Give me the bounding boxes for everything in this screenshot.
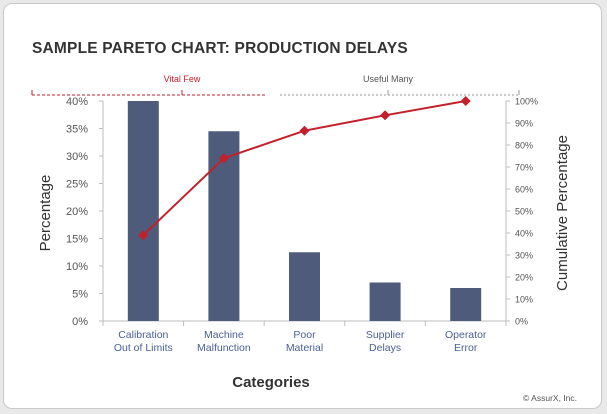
cumulative-point [299, 125, 310, 136]
y2-tick-label: 80% [515, 141, 533, 151]
y2-tick-label: 70% [515, 163, 533, 173]
vital-few-label: Vital Few [164, 74, 201, 84]
category-label: Out of Limits [114, 342, 173, 354]
y2-tick-label: 10% [515, 295, 533, 305]
x-axis-title: Categories [232, 374, 310, 391]
cumulative-point [218, 153, 229, 164]
y2-tick-label: 50% [515, 207, 533, 217]
category-label: Poor [293, 329, 316, 341]
category-label: Error [454, 342, 478, 354]
y2-tick-label: 100% [515, 97, 538, 107]
y-tick-label: 5% [72, 289, 88, 301]
category-label: Malfunction [197, 342, 251, 354]
category-label: Supplier [366, 329, 405, 341]
y-tick-label: 30% [66, 151, 88, 163]
y-tick-label: 40% [66, 96, 88, 108]
y2-tick-label: 40% [515, 229, 533, 239]
y-axis-title: Percentage [37, 175, 54, 252]
y-tick-label: 25% [66, 179, 88, 191]
y2-tick-label: 60% [515, 185, 533, 195]
cumulative-line [142, 100, 466, 236]
cumulative-point [380, 110, 391, 121]
y-tick-label: 15% [66, 234, 88, 246]
bar [369, 282, 401, 321]
useful-many-label: Useful Many [363, 74, 414, 84]
bar [450, 288, 482, 321]
y-tick-label: 0% [72, 316, 88, 328]
bar [289, 252, 320, 321]
y-tick-label: 20% [66, 206, 88, 218]
category-label: Machine [204, 329, 244, 341]
y2-tick-label: 30% [515, 251, 533, 261]
y2-tick-label: 20% [515, 273, 533, 283]
chart-card: SAMPLE PARETO CHART: PRODUCTION DELAYS 0… [3, 3, 602, 409]
category-label: Calibration [118, 329, 168, 341]
y2-tick-label: 90% [515, 119, 533, 129]
y2-axis-title: Cumulative Percentage [554, 135, 571, 291]
y-tick-label: 10% [66, 261, 88, 273]
category-label: Material [286, 342, 323, 354]
cumulative-point [460, 96, 471, 106]
y-tick-label: 35% [66, 124, 88, 136]
bar [127, 101, 159, 321]
y2-tick-label: 0% [515, 317, 528, 327]
category-label: Delays [369, 342, 401, 354]
chart-title: SAMPLE PARETO CHART: PRODUCTION DELAYS [32, 40, 408, 57]
pareto-chart: 0% 5% 10% 15% 20% 25% 30% 35% 40% 0% 10% 20% 30% 40% 5… [31, 74, 571, 391]
copyright-text: © AssurX, Inc. [523, 393, 577, 403]
cumulative-point [138, 230, 149, 241]
category-label: Operator [445, 329, 487, 341]
